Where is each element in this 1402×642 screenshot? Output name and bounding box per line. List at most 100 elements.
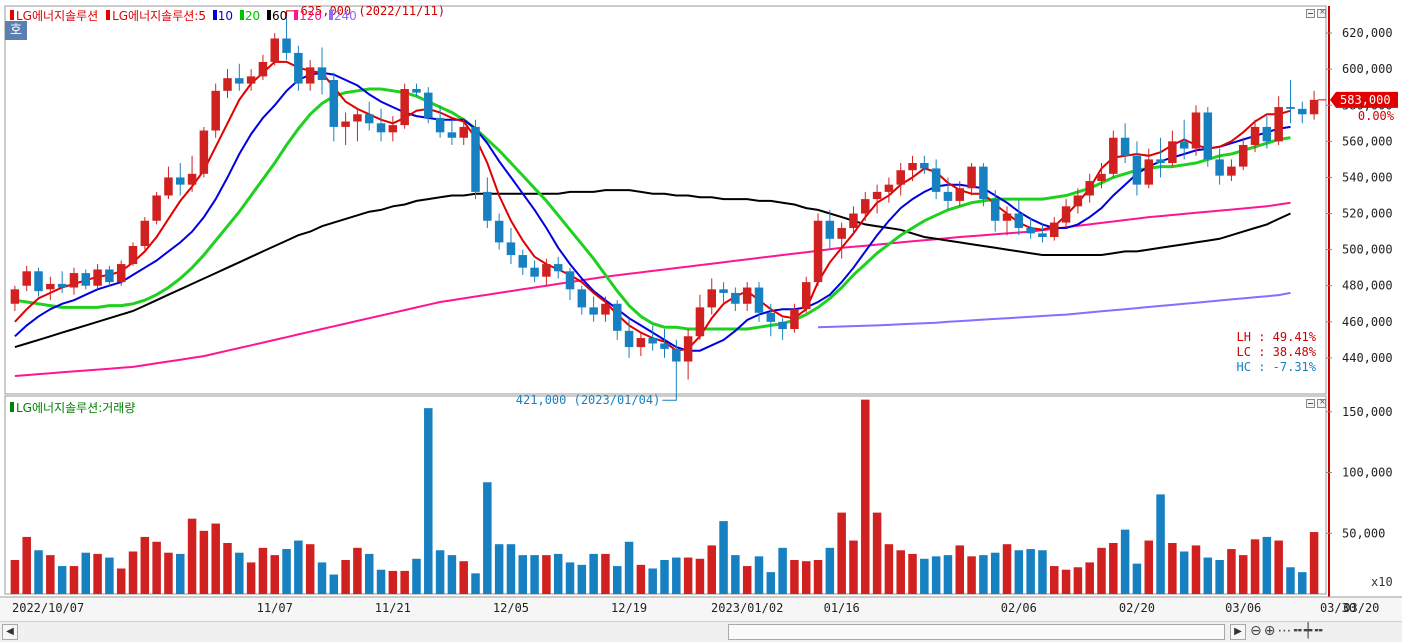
candle-body bbox=[187, 173, 197, 185]
volume-bar bbox=[1085, 562, 1094, 594]
volume-bar bbox=[896, 550, 905, 594]
zoom-out-icon[interactable]: ⊖ bbox=[1250, 623, 1264, 639]
candle-body bbox=[1191, 112, 1201, 149]
price-pane-close-button[interactable]: × bbox=[1317, 7, 1326, 18]
date-tick-label: 03/20 bbox=[1343, 601, 1379, 615]
volume-bar bbox=[1144, 540, 1153, 594]
volume-bar bbox=[223, 542, 232, 594]
legend-square-icon bbox=[10, 402, 14, 412]
volume-bar bbox=[364, 553, 374, 594]
current-price-tag bbox=[1330, 91, 1398, 108]
volume-bar bbox=[329, 574, 339, 594]
zoom-in-icon[interactable]: ⊕ bbox=[1263, 623, 1278, 639]
volume-bar bbox=[825, 547, 835, 594]
candle-body bbox=[246, 76, 256, 84]
volume-bar bbox=[1002, 544, 1012, 594]
volume-bar bbox=[1156, 494, 1165, 594]
volume-bar bbox=[57, 566, 67, 594]
candle-body bbox=[57, 283, 67, 288]
volume-bar bbox=[577, 564, 587, 594]
legend-ma20[interactable]: 20 bbox=[244, 9, 261, 23]
date-tick-label: 2023/01/02 bbox=[711, 601, 783, 615]
legend-symbol[interactable]: LG에너지솔루션 bbox=[16, 9, 99, 23]
volume-bar bbox=[837, 512, 846, 594]
volume-bar bbox=[116, 568, 126, 594]
volume-bar bbox=[990, 552, 1000, 594]
legend-ma120[interactable]: 120 bbox=[299, 9, 323, 23]
candle-body bbox=[128, 246, 138, 265]
volume-bar bbox=[483, 482, 492, 594]
stock-chart[interactable]: 620,000600,000580,000560,000540,000520,0… bbox=[0, 0, 1402, 621]
volume-bar bbox=[176, 553, 185, 594]
volume-bar bbox=[353, 547, 362, 594]
candle-body bbox=[1179, 141, 1189, 149]
volume-bar bbox=[1014, 550, 1024, 594]
volume-bar bbox=[920, 558, 929, 594]
volume-bar bbox=[1298, 572, 1307, 594]
volume-bar bbox=[1097, 547, 1106, 594]
candle-body bbox=[1144, 159, 1153, 185]
candle-body bbox=[542, 264, 551, 277]
volume-bar bbox=[435, 550, 445, 594]
volume-bar bbox=[542, 555, 551, 594]
scroll-right-arrow-icon[interactable]: ▶ bbox=[1230, 624, 1246, 640]
legend-volume[interactable]: LG에너지솔루션:거래량 bbox=[16, 401, 136, 415]
volume-bar bbox=[1262, 536, 1272, 594]
volume-bar bbox=[10, 559, 20, 594]
volume-bar bbox=[1168, 542, 1177, 594]
price-pane-minimize-button[interactable] bbox=[1306, 9, 1315, 18]
zoom-tools: ⊖⊕⋯╍┿╍ bbox=[1250, 623, 1325, 639]
price-tick-label: 600,000 bbox=[1342, 62, 1393, 76]
scroll-thumb[interactable] bbox=[728, 624, 1225, 640]
scroll-left-arrow-icon[interactable]: ◀ bbox=[2, 624, 18, 640]
candle-body bbox=[353, 114, 362, 122]
volume-bar bbox=[1191, 545, 1201, 594]
candle-body bbox=[861, 199, 870, 214]
volume-bar bbox=[1250, 539, 1260, 594]
ma-60-line bbox=[14, 189, 1291, 349]
volume-bar bbox=[506, 544, 516, 594]
volume-bar bbox=[471, 573, 480, 594]
range-icon[interactable]: ⋯ bbox=[1277, 623, 1294, 639]
volume-bar bbox=[695, 558, 705, 594]
volume-bar bbox=[931, 556, 941, 594]
legend-ma5[interactable]: LG에너지솔루션:5 bbox=[112, 9, 206, 23]
volume-bar bbox=[872, 512, 882, 594]
volume-bar bbox=[672, 557, 681, 594]
volume-bar bbox=[636, 564, 646, 594]
candle-body bbox=[81, 273, 91, 286]
legend-ma60[interactable]: 60 bbox=[272, 9, 288, 23]
volume-bar bbox=[766, 572, 776, 594]
order-badge-button[interactable]: 호 bbox=[5, 21, 27, 40]
candle-body bbox=[459, 126, 468, 138]
candle-body bbox=[648, 338, 657, 344]
date-tick-label: 01/16 bbox=[824, 601, 860, 615]
volume-bar bbox=[152, 541, 161, 594]
candle-body bbox=[223, 78, 232, 91]
candle-body bbox=[1215, 159, 1224, 176]
chart-scrollbar[interactable]: ◀ ▶ ⊖⊕⋯╍┿╍ bbox=[0, 621, 1402, 642]
legend-ma240[interactable]: 240 bbox=[333, 9, 357, 23]
date-tick-label: 11/21 bbox=[375, 601, 411, 615]
volume-bar bbox=[624, 541, 634, 594]
legend-ma10[interactable]: 10 bbox=[217, 9, 234, 23]
volume-bar bbox=[459, 561, 468, 594]
candle-body bbox=[199, 130, 209, 174]
candle-body bbox=[10, 289, 20, 304]
volume-bar bbox=[731, 555, 740, 594]
volume-bar bbox=[589, 553, 598, 594]
volume-tick-label: 150,000 bbox=[1342, 405, 1393, 419]
candle-body bbox=[837, 227, 846, 239]
period-slider-icon[interactable]: ╍┿╍ bbox=[1293, 623, 1325, 639]
candle-body bbox=[518, 255, 528, 268]
candle-body bbox=[1132, 155, 1142, 185]
volume-pane-minimize-button[interactable] bbox=[1306, 399, 1315, 408]
volume-bar bbox=[69, 566, 79, 594]
candle-body bbox=[506, 242, 516, 256]
volume-bar bbox=[305, 544, 315, 594]
hc-stat: HC : -7.31% bbox=[1237, 360, 1317, 374]
volume-pane-close-button[interactable]: × bbox=[1317, 397, 1326, 408]
candle-body bbox=[565, 271, 575, 290]
volume-bar bbox=[447, 555, 457, 594]
date-tick-label: 11/07 bbox=[257, 601, 293, 615]
